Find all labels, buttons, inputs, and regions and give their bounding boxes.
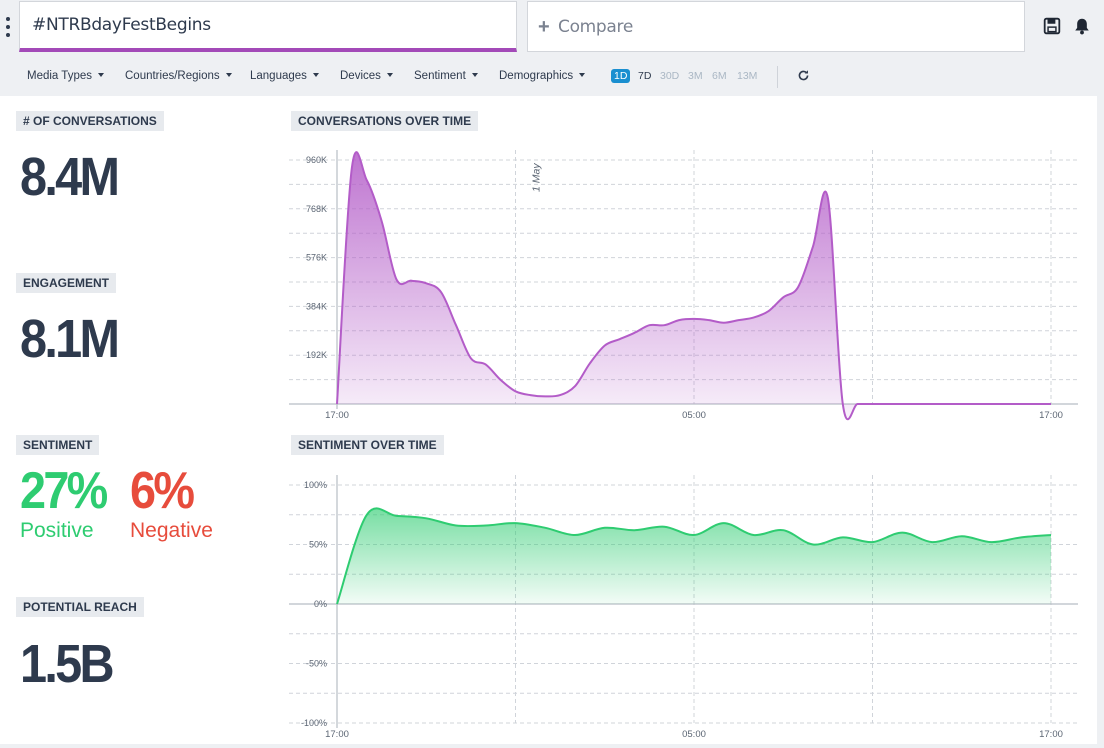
y-tick-label: 576K <box>306 253 327 263</box>
filter-sentiment[interactable]: Sentiment <box>414 70 478 82</box>
x-tick-label: 17:00 <box>1039 729 1063 740</box>
search-input[interactable]: #NTRBdayFestBegins <box>19 1 517 52</box>
reach-value: 1.5B <box>20 633 112 695</box>
caret-down-icon <box>472 73 478 77</box>
kebab-menu-icon[interactable] <box>5 17 11 37</box>
negative-value: 6% <box>130 461 192 521</box>
y-tick-label: 960K <box>306 155 327 165</box>
x-tick-label: 17:00 <box>325 729 349 740</box>
filter-label: Devices <box>340 70 381 82</box>
negative-label: Negative <box>130 519 213 543</box>
caret-down-icon <box>98 73 104 77</box>
range-3m[interactable]: 3M <box>688 70 703 82</box>
positive-label: Positive <box>20 519 94 543</box>
top-bar: #NTRBdayFestBegins + Compare <box>0 0 1104 56</box>
conversations-value: 8.4M <box>20 146 117 208</box>
filter-devices[interactable]: Devices <box>340 70 393 82</box>
caret-down-icon <box>226 73 232 77</box>
range-30d[interactable]: 30D <box>660 70 679 82</box>
x-tick-label: 17:00 <box>1039 410 1063 421</box>
filter-languages[interactable]: Languages <box>250 70 319 82</box>
engagement-label: ENGAGEMENT <box>16 273 116 293</box>
filter-label: Demographics <box>499 70 573 82</box>
y-tick-label: -100% <box>301 718 327 728</box>
filter-label: Media Types <box>27 70 92 82</box>
positive-value: 27% <box>20 461 106 521</box>
compare-placeholder: Compare <box>558 17 633 37</box>
filter-countries-regions[interactable]: Countries/Regions <box>125 70 232 82</box>
range-13m[interactable]: 13M <box>737 70 757 82</box>
caret-down-icon <box>313 73 319 77</box>
y-tick-label: 384K <box>306 301 327 311</box>
y-tick-label: 50% <box>309 540 327 550</box>
filter-bar: Media Types Countries/Regions Languages … <box>0 56 1104 96</box>
sentiment-chart-title: SENTIMENT OVER TIME <box>291 435 444 455</box>
bell-icon[interactable] <box>1073 17 1091 35</box>
plus-icon: + <box>538 17 550 37</box>
divider <box>777 66 778 88</box>
filter-media-types[interactable]: Media Types <box>27 70 104 82</box>
filter-label: Sentiment <box>414 70 466 82</box>
refresh-icon[interactable] <box>797 69 810 82</box>
main-panel: # OF CONVERSATIONS 8.4M ENGAGEMENT 8.1M … <box>0 96 1097 744</box>
filter-demographics[interactable]: Demographics <box>499 70 585 82</box>
filter-label: Languages <box>250 70 307 82</box>
conversations-label: # OF CONVERSATIONS <box>16 111 164 131</box>
caret-down-icon <box>579 73 585 77</box>
y-tick-label: 100% <box>304 480 327 490</box>
search-query: #NTRBdayFestBegins <box>32 15 211 35</box>
save-icon[interactable] <box>1043 17 1061 35</box>
y-tick-label: -50% <box>306 659 327 669</box>
filter-label: Countries/Regions <box>125 70 220 82</box>
date-marker-label: 1 May <box>531 163 543 192</box>
sentiment-chart: -100% -50% 0% 50% 100% 17:00 05:00 17:00 <box>280 461 1090 744</box>
compare-input[interactable]: + Compare <box>527 1 1025 52</box>
caret-down-icon <box>387 73 393 77</box>
range-7d[interactable]: 7D <box>638 70 651 82</box>
y-tick-label: 768K <box>306 204 327 214</box>
range-1d[interactable]: 1D <box>611 69 630 83</box>
conversations-chart-title: CONVERSATIONS OVER TIME <box>291 111 478 131</box>
conversations-chart: 192K 384K 576K 768K 960K 17:00 05:00 17:00 1 May <box>280 136 1090 421</box>
y-tick-label: 0% <box>314 599 327 609</box>
engagement-value: 8.1M <box>20 308 117 370</box>
y-tick-label: 192K <box>306 350 327 360</box>
sentiment-label: SENTIMENT <box>16 435 99 455</box>
reach-label: POTENTIAL REACH <box>16 597 144 617</box>
x-tick-label: 17:00 <box>325 410 349 421</box>
x-tick-label: 05:00 <box>682 410 706 421</box>
range-6m[interactable]: 6M <box>712 70 727 82</box>
x-tick-label: 05:00 <box>682 729 706 740</box>
